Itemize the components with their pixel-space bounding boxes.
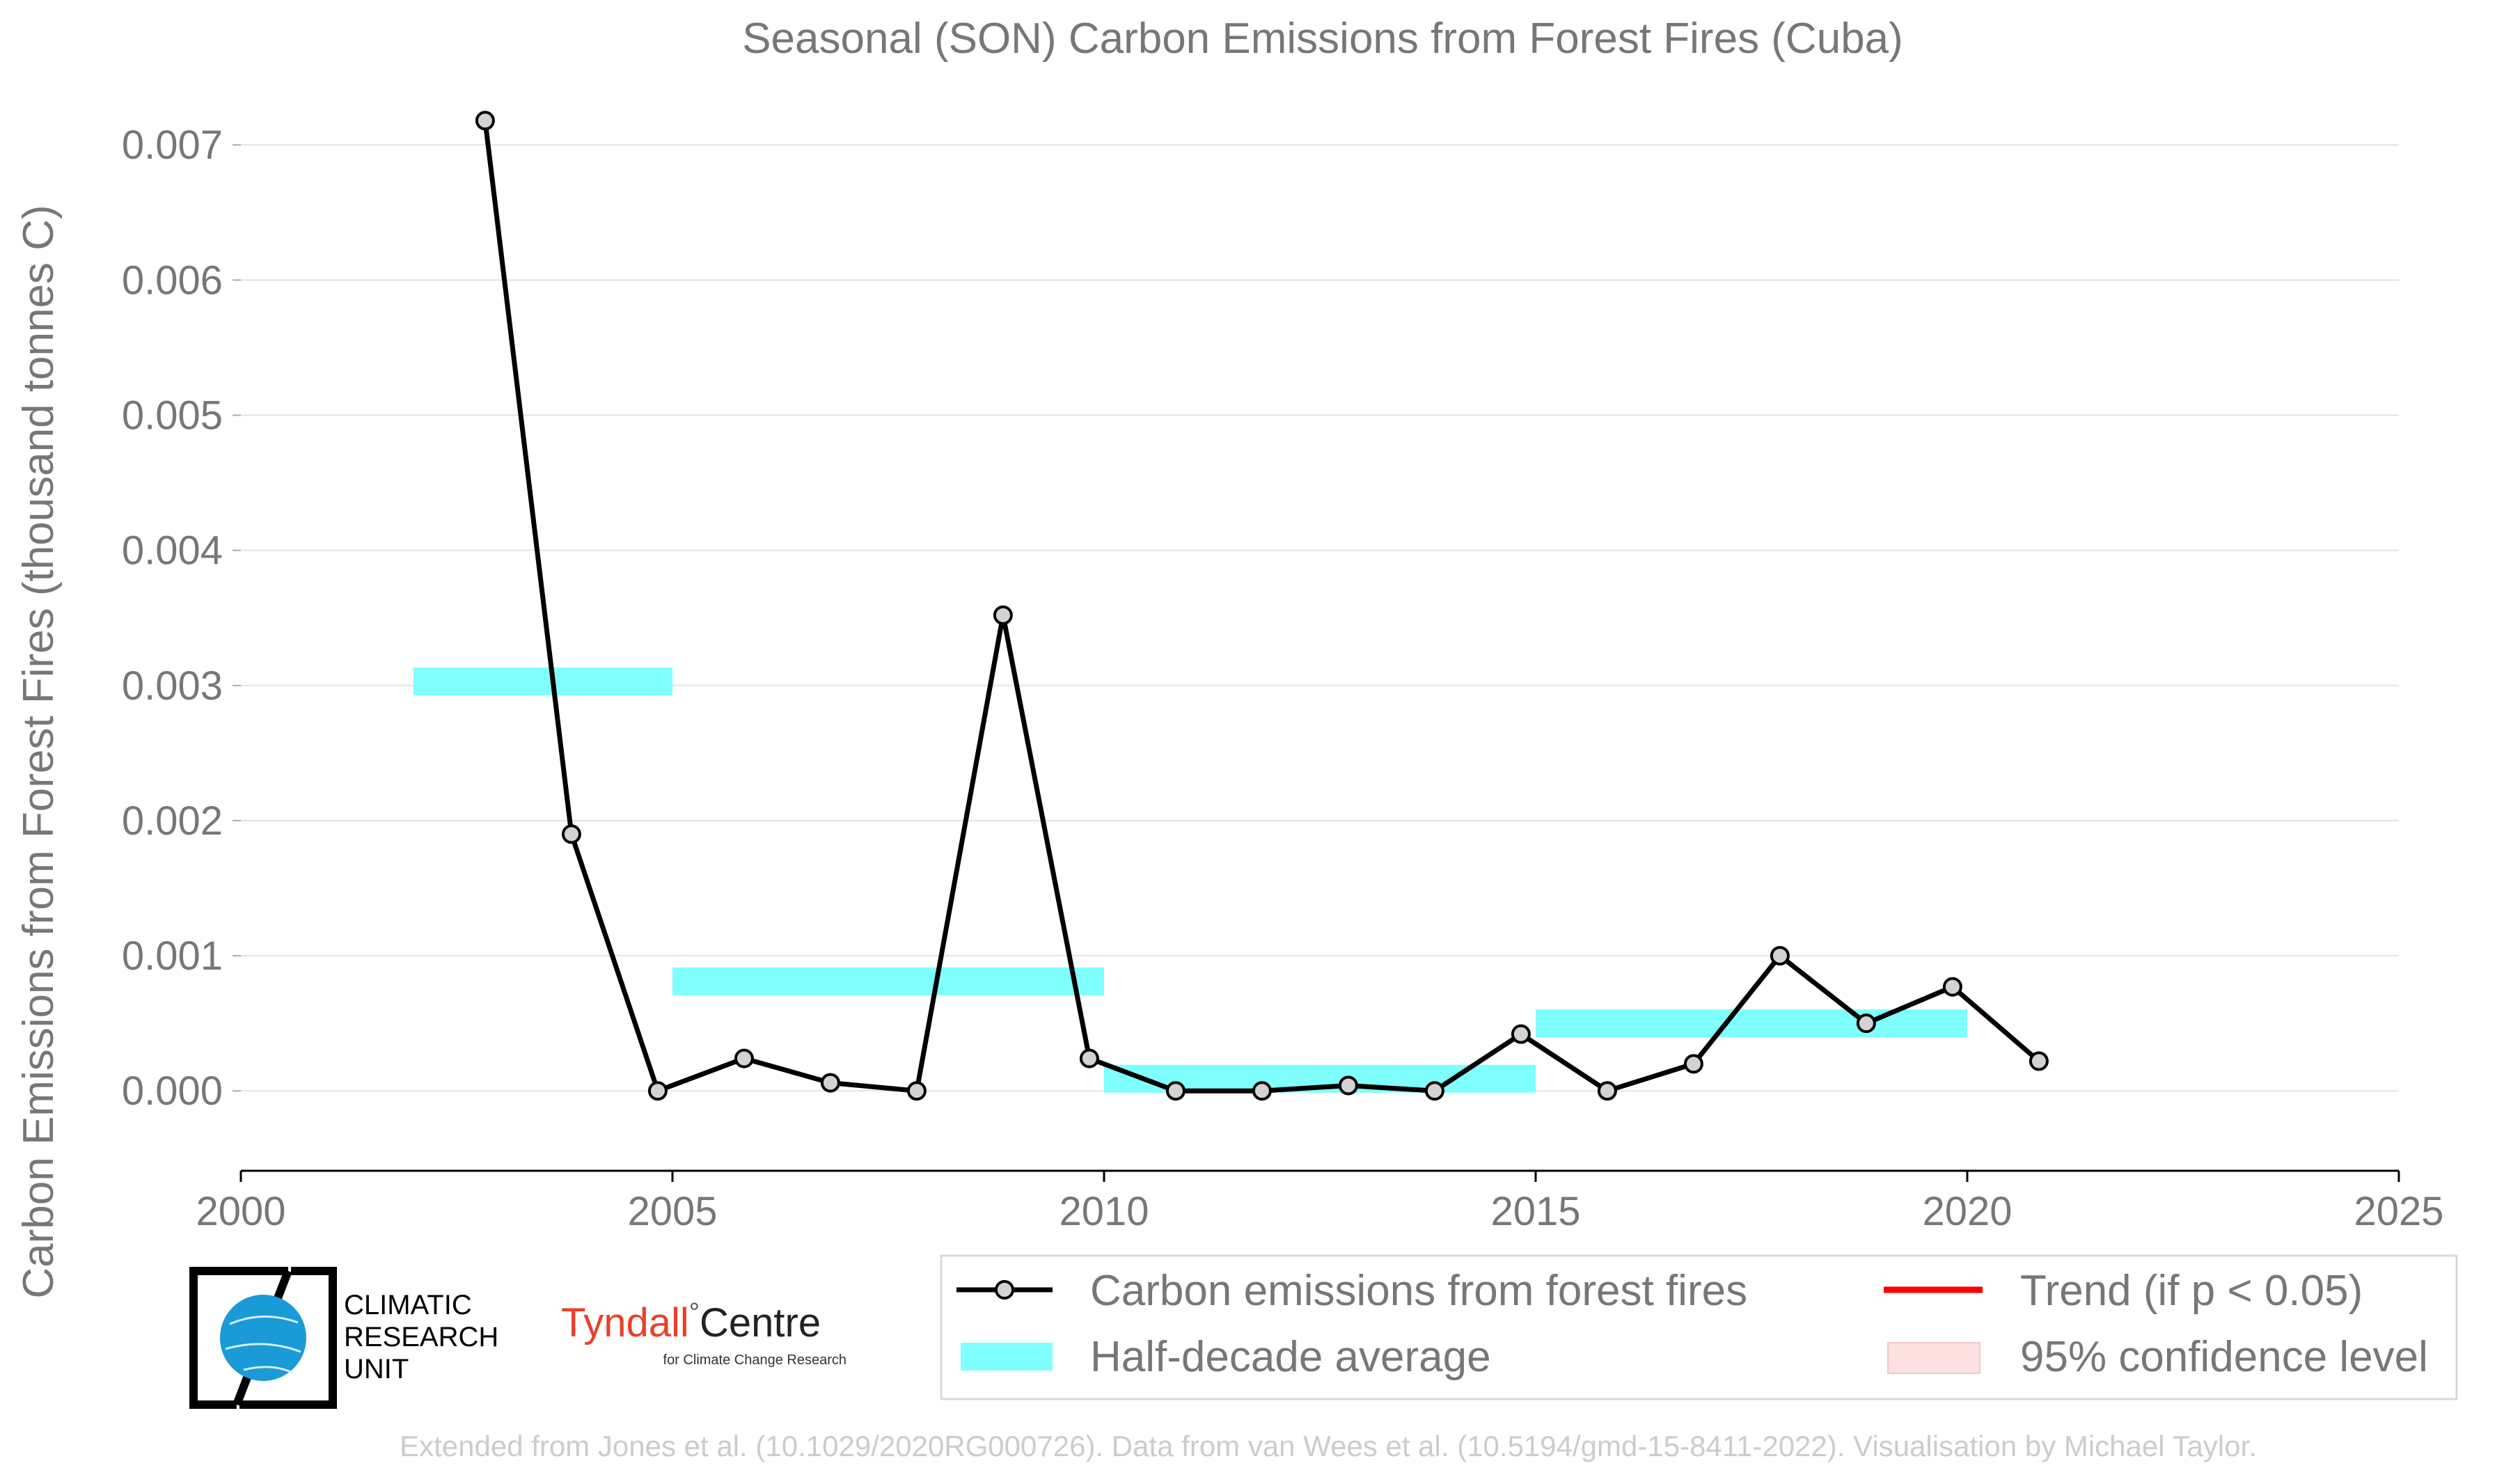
half-decade-average-bar — [672, 967, 1104, 995]
data-point — [1597, 1081, 1617, 1101]
y-tick-label: 0.000 — [122, 1068, 223, 1114]
series-line — [482, 120, 2041, 1094]
data-point — [1856, 1013, 1876, 1034]
cru-logo-line-3: UNIT — [344, 1354, 409, 1384]
y-tick-label: 0.001 — [122, 933, 223, 979]
cru-logo-line-1: CLIMATIC — [344, 1290, 472, 1320]
legend-box — [940, 1254, 2458, 1400]
x-tick-label: 2005 — [627, 1189, 717, 1234]
y-tick-label: 0.004 — [122, 528, 223, 574]
cru-frame-left — [189, 1267, 288, 1409]
x-tick-label: 2010 — [1059, 1189, 1149, 1234]
legend-marker-swatch — [995, 1280, 1014, 1300]
legend-average-swatch — [961, 1343, 1053, 1371]
data-point — [2029, 1051, 2049, 1071]
data-point — [1424, 1081, 1444, 1101]
data-point — [1770, 946, 1790, 966]
cru-frame-right — [239, 1267, 337, 1409]
data-point — [1252, 1081, 1272, 1101]
half-decade-averages — [413, 667, 1967, 1093]
y-tick-label: 0.003 — [122, 663, 223, 709]
data-point — [820, 1073, 840, 1093]
legend-label-confidence: 95% confidence level — [2020, 1333, 2428, 1381]
y-axis-ticks: 0.000 0.001 0.002 0.003 0.004 0.005 0.006 0.007 — [122, 123, 241, 1114]
data-point — [475, 111, 495, 131]
legend-label-average: Half-decade average — [1090, 1333, 1491, 1381]
tyndall-logo-subtitle: for Climate Change Research — [663, 1352, 846, 1368]
x-tick-label: 2020 — [1922, 1189, 2012, 1234]
y-tick-label: 0.006 — [122, 258, 223, 303]
tyndall-logo-centre: Centre — [700, 1300, 821, 1345]
data-point — [906, 1081, 927, 1101]
data-point — [1942, 977, 1962, 997]
tyndall-logo: Tyndall°Centre for Climate Change Resear… — [561, 1298, 846, 1368]
data-point — [1683, 1054, 1703, 1074]
chart-title: Seasonal (SON) Carbon Emissions from For… — [742, 15, 1903, 63]
data-point — [734, 1048, 754, 1068]
data-point — [647, 1081, 668, 1101]
cru-logo-line-2: RESEARCH — [344, 1322, 498, 1352]
data-points — [475, 111, 2049, 1101]
legend-label-trend: Trend (if p < 0.05) — [2020, 1267, 2363, 1315]
tyndall-logo-text: Tyndall°Centre — [561, 1298, 821, 1345]
y-tick-label: 0.007 — [122, 123, 223, 168]
y-axis-label: Carbon Emissions from Forest Fires (thou… — [15, 205, 63, 1298]
y-tick-label: 0.005 — [122, 393, 223, 439]
y-tick-label: 0.002 — [122, 798, 223, 844]
data-point — [993, 605, 1013, 625]
tyndall-logo-degree: ° — [689, 1298, 700, 1327]
data-point — [1079, 1048, 1099, 1068]
tyndall-logo-name: Tyndall — [561, 1300, 689, 1345]
gridlines — [241, 144, 2399, 1092]
cru-logo: CLIMATIC RESEARCH UNIT — [189, 1267, 498, 1409]
x-tick-label: 2015 — [1490, 1189, 1580, 1234]
globe-icon — [220, 1295, 306, 1381]
globe-lines — [225, 1315, 301, 1374]
data-point — [1338, 1075, 1358, 1096]
x-tick-label: 2000 — [196, 1189, 285, 1234]
data-point — [1165, 1081, 1186, 1101]
x-axis-ticks: 2000 2005 2010 2015 2020 2025 — [196, 1171, 2444, 1234]
half-decade-average-bar — [413, 667, 672, 695]
legend: Carbon emissions from forest fires Trend… — [940, 1254, 2458, 1400]
x-tick-label: 2025 — [2354, 1189, 2443, 1234]
legend-confidence-swatch — [1887, 1342, 1980, 1374]
data-point — [561, 824, 581, 844]
data-point — [1511, 1024, 1531, 1044]
credit-text: Extended from Jones et al. (10.1029/2020… — [400, 1430, 2257, 1462]
series-line-group — [482, 120, 2041, 1094]
half-decade-average-bar — [1536, 1009, 1967, 1038]
legend-label-emissions: Carbon emissions from forest fires — [1090, 1267, 1747, 1315]
